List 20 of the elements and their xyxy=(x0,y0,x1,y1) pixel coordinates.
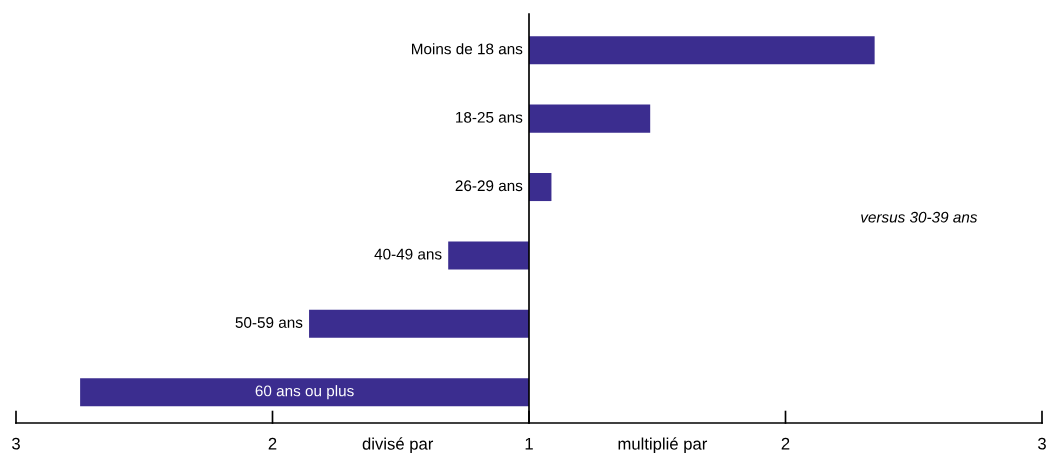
bar xyxy=(529,104,651,133)
bar xyxy=(529,173,552,202)
text: multiplié par xyxy=(618,437,708,454)
text: 1 xyxy=(525,437,533,450)
text: 3 xyxy=(12,437,20,450)
text: 2 xyxy=(781,437,790,450)
bar xyxy=(80,378,529,407)
bar xyxy=(529,36,875,65)
bar xyxy=(448,241,529,270)
annotation: versus 30-39 ans xyxy=(861,211,978,223)
y-tick-label: 18-25 ans xyxy=(456,111,523,123)
text: 2 xyxy=(268,437,277,450)
text: divisé par xyxy=(362,437,434,454)
bar xyxy=(309,309,529,338)
y-tick-label: 50-59 ans xyxy=(235,317,303,328)
y-tick-label: 60 ans ou plus xyxy=(255,385,354,400)
text: 3 xyxy=(1038,437,1046,450)
y-tick-label: 26-29 ans xyxy=(455,180,523,192)
y-tick-label: 40-49 ans xyxy=(374,248,442,260)
y-tick-label: Moins de 18 ans xyxy=(412,43,523,55)
